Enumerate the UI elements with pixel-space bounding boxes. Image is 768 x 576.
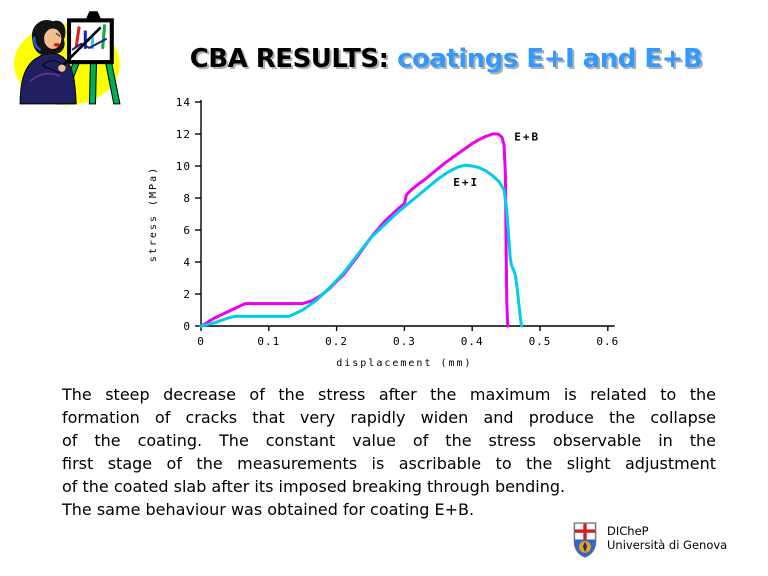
y-tick-label: 0: [183, 320, 191, 333]
series-curve-eplusi: [199, 163, 524, 328]
x-tick-label: 0.3: [393, 335, 416, 348]
stress-displacement-chart: 0 0.1 0.2 0.3 0.4 0.5 0.6 0 2 4 6 8 10 12 14 displaceme…: [140, 88, 645, 383]
slide-title: CBA RESULTS: coatings E+I and E+B: [130, 44, 762, 74]
body-line: The steep decrease of the stress after t…: [62, 385, 716, 404]
footer-logo: DICheP Università di Genova: [572, 522, 727, 558]
title-prefix: CBA RESULTS:: [189, 44, 398, 74]
genoa-crest-icon: [573, 522, 597, 558]
body-line: The same behaviour was obtained for coat…: [62, 500, 475, 519]
y-tick-label: 10: [176, 160, 191, 173]
x-tick-label: 0.1: [257, 335, 280, 348]
x-tick-label: 0: [197, 335, 205, 348]
chart-svg: 0 0.1 0.2 0.3 0.4 0.5 0.6 0 2 4 6 8 10 12 14 displaceme…: [148, 96, 619, 369]
presenter-clipart-image: [14, 11, 121, 105]
body-line: first stage of the measurements is ascri…: [62, 454, 716, 473]
y-tick-label: 2: [183, 288, 191, 301]
footer-university: Università di Genova: [607, 538, 728, 552]
series-curve-eplusb: [199, 132, 510, 328]
y-tick-label: 14: [176, 96, 191, 109]
x-tick-label: 0.6: [596, 335, 619, 348]
y-tick-label: 6: [183, 224, 191, 237]
title-highlight: coatings E+I and E+B: [397, 44, 703, 74]
series-label-eplusb: E+B: [514, 130, 540, 143]
series-label-eplusi: E+I: [453, 176, 479, 189]
footer-department: DICheP: [607, 524, 649, 538]
y-tick-label: 4: [183, 256, 191, 269]
y-axis-title: stress (MPa): [148, 166, 159, 262]
body-line: formation of cracks that very rapidly wi…: [62, 408, 716, 427]
x-tick-label: 0.5: [529, 335, 552, 348]
body-text: The steep decrease of the stress after t…: [62, 383, 716, 521]
x-axis-title: displacement (mm): [336, 358, 472, 369]
body-line: of the coating. The constant value of th…: [62, 431, 716, 450]
y-tick-label: 12: [176, 128, 191, 141]
x-tick-label: 0.2: [325, 335, 348, 348]
x-tick-label: 0.4: [461, 335, 484, 348]
y-tick-label: 8: [183, 192, 191, 205]
footer-text: DICheP Università di Genova: [607, 522, 727, 552]
body-line: of the coated slab after its imposed bre…: [62, 477, 566, 496]
